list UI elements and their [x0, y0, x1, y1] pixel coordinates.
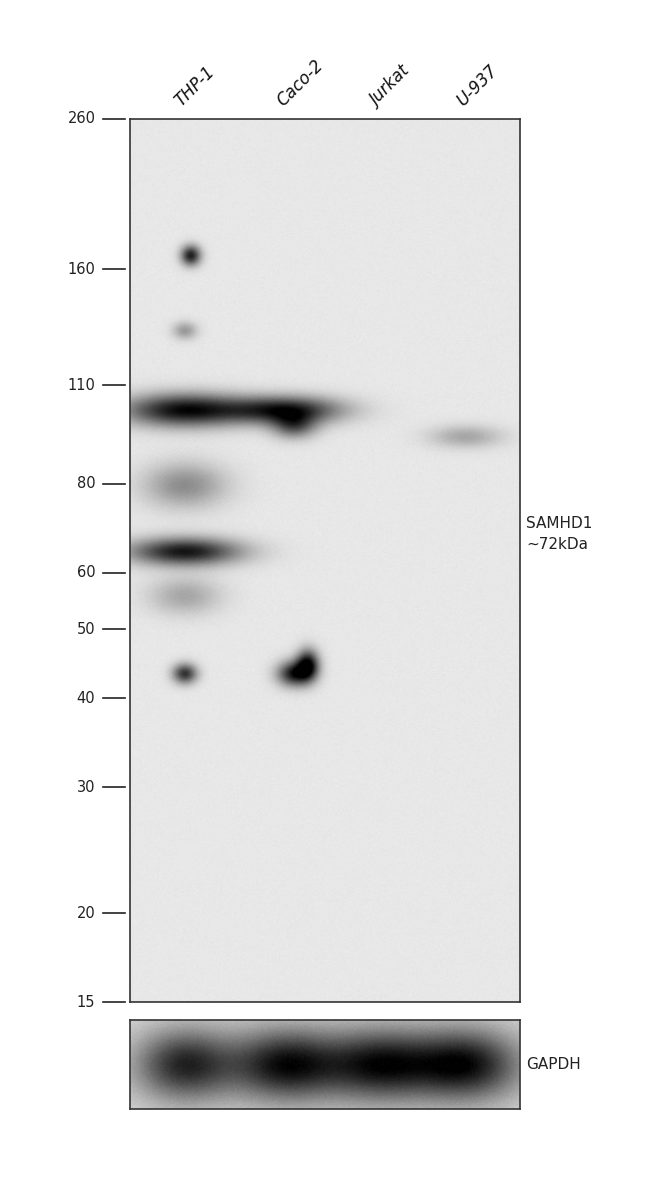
Text: 20: 20	[77, 906, 96, 920]
Text: GAPDH: GAPDH	[526, 1057, 581, 1072]
Text: 160: 160	[68, 262, 96, 276]
Text: 15: 15	[77, 995, 96, 1009]
Text: Jurkat: Jurkat	[367, 63, 414, 110]
Text: 80: 80	[77, 477, 96, 491]
Text: THP-1: THP-1	[172, 63, 219, 110]
Text: 40: 40	[77, 691, 96, 706]
Text: SAMHD1
~72kDa: SAMHD1 ~72kDa	[526, 516, 593, 551]
Text: 60: 60	[77, 566, 96, 580]
Text: 50: 50	[77, 621, 96, 637]
Text: 260: 260	[68, 111, 96, 126]
Text: 30: 30	[77, 780, 96, 795]
Text: Caco-2: Caco-2	[273, 57, 327, 110]
Text: U-937: U-937	[452, 62, 500, 110]
Text: 110: 110	[68, 377, 96, 393]
